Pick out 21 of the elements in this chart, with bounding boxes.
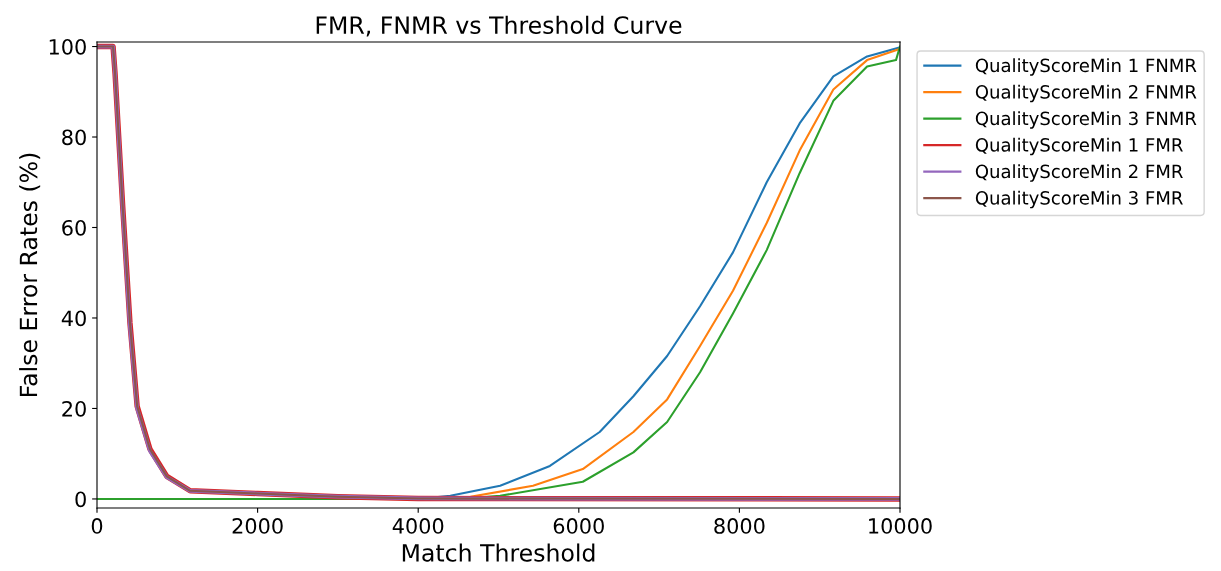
y-axis-title: False Error Rates (%) (19, 153, 41, 396)
chart-title: FMR, FNMR vs Threshold Curve (316, 15, 682, 37)
x-tick-label: 0 (91, 518, 103, 534)
y-tick-label: 80 (62, 129, 86, 146)
y-tick-label: 0 (75, 491, 86, 508)
x-axis-title: Match Threshold (402, 543, 595, 562)
y-tick-label: 40 (61, 310, 86, 327)
legend-label: QualityScoreMin 2 FMR (975, 164, 1183, 182)
y-tick-label: 20 (62, 400, 86, 417)
x-tick-label: 2000 (232, 518, 283, 534)
y-tick-label: 60 (62, 219, 86, 236)
y-tick-label: 100 (49, 38, 86, 55)
legend-label: QualityScoreMin 1 FNMR (975, 58, 1197, 76)
legend-label: QualityScoreMin 1 FMR (975, 137, 1183, 156)
legend-label: QualityScoreMin 3 FMR (975, 190, 1183, 209)
legend-label: QualityScoreMin 3 FNMR (975, 111, 1197, 129)
x-tick-label: 10000 (869, 518, 932, 534)
x-tick-label: 4000 (392, 518, 444, 534)
x-tick-label: 8000 (714, 518, 765, 534)
x-tick-label: 6000 (553, 518, 604, 534)
legend-label: QualityScoreMin 2 FNMR (975, 84, 1197, 103)
